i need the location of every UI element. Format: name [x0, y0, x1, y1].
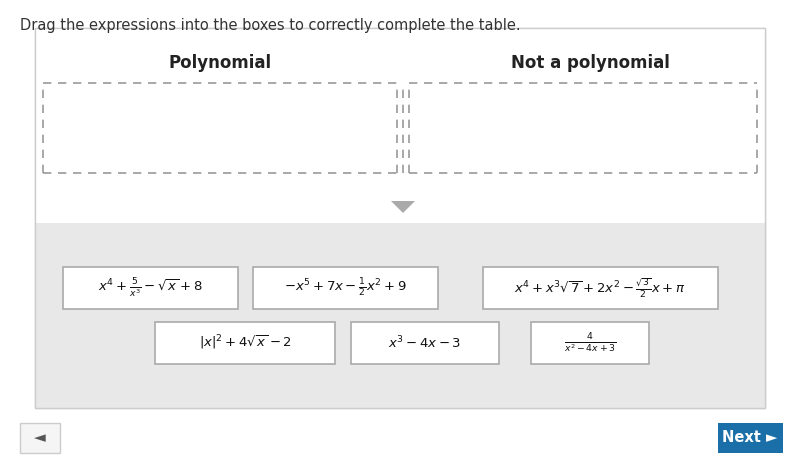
Text: ◄: ◄: [34, 431, 46, 446]
Text: $x^3-4x-3$: $x^3-4x-3$: [389, 335, 462, 351]
Text: Not a polynomial: Not a polynomial: [510, 54, 670, 72]
Bar: [531, 322, 649, 364]
Text: $|x|^2+4\sqrt{x}-2$: $|x|^2+4\sqrt{x}-2$: [198, 334, 291, 352]
Text: Next ►: Next ►: [722, 431, 778, 446]
Bar: [20, 423, 60, 453]
Bar: [482, 267, 718, 309]
Bar: [351, 322, 499, 364]
Bar: [35, 223, 765, 408]
Text: Drag the expressions into the boxes to correctly complete the table.: Drag the expressions into the boxes to c…: [20, 18, 521, 33]
Text: $\frac{4}{x^2-4x+3}$: $\frac{4}{x^2-4x+3}$: [564, 331, 616, 355]
Bar: [35, 28, 765, 408]
Polygon shape: [391, 201, 415, 213]
Text: $x^4+x^3\sqrt{7}+2x^2-\frac{\sqrt{3}}{2}x+\pi$: $x^4+x^3\sqrt{7}+2x^2-\frac{\sqrt{3}}{2}…: [514, 276, 686, 300]
Bar: [155, 322, 335, 364]
Bar: [35, 28, 765, 408]
Text: $x^4+\frac{5}{x^3}-\sqrt{x}+8$: $x^4+\frac{5}{x^3}-\sqrt{x}+8$: [98, 276, 202, 300]
Text: Polynomial: Polynomial: [169, 54, 271, 72]
Bar: [62, 267, 238, 309]
Bar: [253, 267, 438, 309]
Text: $-x^5+7x-\frac{1}{2}x^2+9$: $-x^5+7x-\frac{1}{2}x^2+9$: [284, 277, 406, 299]
Bar: [718, 423, 783, 453]
Bar: [35, 28, 765, 223]
